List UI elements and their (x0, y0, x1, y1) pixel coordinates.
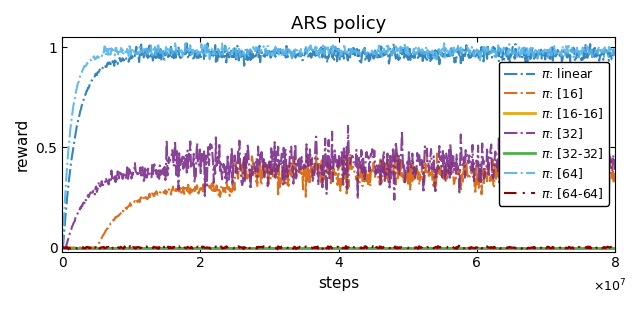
$\pi$: [32-32]: (6.07e+07, 0): [32-32]: (6.07e+07, 0) (477, 246, 485, 249)
$\pi$: [64-64]: (8e+07, -0.00179): [64-64]: (8e+07, -0.00179) (611, 246, 619, 250)
$\pi$: [32-32]: (4.91e+06, 0): [32-32]: (4.91e+06, 0) (92, 246, 100, 249)
Text: $\times10^7$: $\times10^7$ (593, 277, 626, 294)
Title: ARS policy: ARS policy (291, 15, 387, 33)
$\pi$: [32]: (4.87e+07, 0.468): [32]: (4.87e+07, 0.468) (395, 152, 403, 156)
Line: $\pi$: [64-64]: $\pi$: [64-64] (62, 246, 615, 249)
$\pi$: linear: (6.08e+07, 0.95): linear: (6.08e+07, 0.95) (479, 56, 486, 59)
$\pi$: [32]: (5.11e+07, 0.339): [32]: (5.11e+07, 0.339) (412, 178, 419, 182)
$\pi$: [16-16]: (6.07e+07, 0): [16-16]: (6.07e+07, 0) (477, 246, 485, 249)
$\pi$: [16]: (6.89e+07, 0.434): [16]: (6.89e+07, 0.434) (534, 159, 542, 163)
$\pi$: [64-64]: (0, -0.00181): [64-64]: (0, -0.00181) (58, 246, 66, 250)
$\pi$: [64-64]: (5.74e+07, 0.00973): [64-64]: (5.74e+07, 0.00973) (455, 244, 463, 247)
$\pi$: [64-64]: (4.91e+06, 0.00684): [64-64]: (4.91e+06, 0.00684) (92, 244, 100, 248)
$\pi$: linear: (2.1e+07, 1.02): linear: (2.1e+07, 1.02) (204, 41, 211, 45)
$\pi$: [16]: (8e+07, 0.401): [16]: (8e+07, 0.401) (611, 165, 619, 169)
$\pi$: [64-64]: (4.66e+07, -0.00405): [64-64]: (4.66e+07, -0.00405) (380, 246, 388, 250)
$\pi$: [32]: (6.08e+07, 0.52): [32]: (6.08e+07, 0.52) (479, 142, 486, 145)
$\pi$: [64]: (5.11e+07, 0.983): [64]: (5.11e+07, 0.983) (412, 49, 419, 52)
$\pi$: [32]: (4.14e+07, 0.608): [32]: (4.14e+07, 0.608) (344, 124, 352, 128)
$\pi$: [16-16]: (0, 0): [16-16]: (0, 0) (58, 246, 66, 249)
$\pi$: linear: (4.91e+06, 0.868): linear: (4.91e+06, 0.868) (92, 72, 100, 76)
$\pi$: [16-16]: (4.91e+06, 0): [16-16]: (4.91e+06, 0) (92, 246, 100, 249)
$\pi$: [16]: (4.86e+07, 0.338): [16]: (4.86e+07, 0.338) (394, 178, 402, 182)
$\pi$: [32]: (6.9e+07, 0.474): [32]: (6.9e+07, 0.474) (535, 151, 543, 155)
$\pi$: [16]: (4.65e+07, 0.406): [16]: (4.65e+07, 0.406) (380, 164, 387, 168)
$\pi$: [16]: (5.1e+07, 0.342): [16]: (5.1e+07, 0.342) (411, 177, 419, 181)
$\pi$: [32]: (4.91e+06, 0.305): [32]: (4.91e+06, 0.305) (92, 185, 100, 188)
$\pi$: linear: (5.11e+07, 0.948): linear: (5.11e+07, 0.948) (412, 56, 419, 60)
Line: $\pi$: [16]: $\pi$: [16] (62, 153, 615, 247)
$\pi$: [16-16]: (4.86e+07, 0): [16-16]: (4.86e+07, 0) (394, 246, 402, 249)
$\pi$: [64]: (8e+07, 0.979): [64]: (8e+07, 0.979) (611, 50, 619, 54)
$\pi$: [16-16]: (6.89e+07, 0): [16-16]: (6.89e+07, 0) (534, 246, 542, 249)
$\pi$: [32]: (8e+07, 0.388): [32]: (8e+07, 0.388) (611, 168, 619, 172)
$\pi$: [32-32]: (6.89e+07, 0): [32-32]: (6.89e+07, 0) (534, 246, 542, 249)
$\pi$: [64-64]: (4.87e+07, -0.0019): [64-64]: (4.87e+07, -0.0019) (395, 246, 403, 250)
$\pi$: [32-32]: (5.1e+07, 0): [32-32]: (5.1e+07, 0) (411, 246, 419, 249)
$\pi$: [64-64]: (6.09e+07, 0.000987): [64-64]: (6.09e+07, 0.000987) (479, 246, 487, 249)
$\pi$: [64]: (4.66e+07, 0.994): [64]: (4.66e+07, 0.994) (380, 47, 388, 51)
$\pi$: [32-32]: (4.65e+07, 0): [32-32]: (4.65e+07, 0) (380, 246, 387, 249)
$\pi$: [64]: (4.87e+07, 0.975): [64]: (4.87e+07, 0.975) (395, 51, 403, 54)
$\pi$: [16-16]: (8e+07, 0): [16-16]: (8e+07, 0) (611, 246, 619, 249)
$\pi$: [64]: (1.63e+07, 1.02): [64]: (1.63e+07, 1.02) (172, 41, 179, 45)
X-axis label: steps: steps (318, 276, 359, 291)
Legend: $\pi$: linear, $\pi$: [16], $\pi$: [16-16], $\pi$: [32], $\pi$: [32-32], $\pi$: : $\pi$: linear, $\pi$: [16], $\pi$: [16-1… (499, 62, 609, 206)
$\pi$: [16-16]: (5.1e+07, 0): [16-16]: (5.1e+07, 0) (411, 246, 419, 249)
$\pi$: [16]: (6.07e+07, 0.266): [16]: (6.07e+07, 0.266) (477, 193, 485, 196)
$\pi$: linear: (4.87e+07, 0.937): linear: (4.87e+07, 0.937) (395, 58, 403, 62)
$\pi$: linear: (8e+07, 0.966): linear: (8e+07, 0.966) (611, 52, 619, 56)
$\pi$: [64]: (6.9e+07, 0.987): [64]: (6.9e+07, 0.987) (535, 48, 543, 52)
Line: $\pi$: linear: $\pi$: linear (62, 43, 615, 247)
Y-axis label: reward: reward (15, 118, 30, 171)
$\pi$: [64]: (4.91e+06, 0.944): [64]: (4.91e+06, 0.944) (92, 56, 100, 60)
$\pi$: [64-64]: (5.11e+07, -0.00248): [64-64]: (5.11e+07, -0.00248) (412, 246, 419, 250)
$\pi$: linear: (0, 0): linear: (0, 0) (58, 246, 66, 249)
$\pi$: [16]: (0, 0): [16]: (0, 0) (58, 246, 66, 249)
$\pi$: [32-32]: (0, 0): [32-32]: (0, 0) (58, 246, 66, 249)
$\pi$: [64-64]: (6.91e+07, -0.00427): [64-64]: (6.91e+07, -0.00427) (536, 246, 543, 250)
$\pi$: [32-32]: (4.86e+07, 0): [32-32]: (4.86e+07, 0) (394, 246, 402, 249)
Line: $\pi$: [64]: $\pi$: [64] (62, 43, 615, 247)
$\pi$: linear: (4.66e+07, 0.963): linear: (4.66e+07, 0.963) (380, 53, 388, 57)
$\pi$: [16-16]: (4.65e+07, 0): [16-16]: (4.65e+07, 0) (380, 246, 387, 249)
$\pi$: [32]: (4.66e+07, 0.476): [32]: (4.66e+07, 0.476) (380, 150, 388, 154)
$\pi$: linear: (6.9e+07, 0.979): linear: (6.9e+07, 0.979) (535, 50, 543, 53)
$\pi$: [64]: (6.08e+07, 0.998): [64]: (6.08e+07, 0.998) (479, 46, 486, 50)
$\pi$: [64-64]: (3.11e+07, -0.00879): [64-64]: (3.11e+07, -0.00879) (274, 247, 282, 251)
$\pi$: [64]: (0, 0): [64]: (0, 0) (58, 246, 66, 249)
$\pi$: [32-32]: (8e+07, 0): [32-32]: (8e+07, 0) (611, 246, 619, 249)
Line: $\pi$: [32]: $\pi$: [32] (62, 126, 615, 247)
$\pi$: [16]: (4.91e+06, 0): [16]: (4.91e+06, 0) (92, 246, 100, 249)
$\pi$: [16]: (7.05e+07, 0.474): [16]: (7.05e+07, 0.474) (545, 151, 553, 154)
$\pi$: [32]: (0, 0): [32]: (0, 0) (58, 246, 66, 249)
